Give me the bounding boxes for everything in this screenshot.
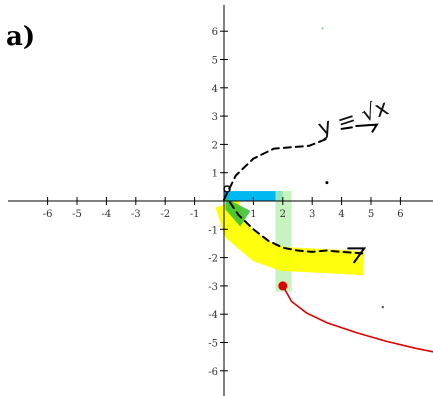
x-tick-label: -4 bbox=[102, 209, 112, 220]
y-tick-label: 1 bbox=[212, 169, 218, 180]
x-tick-label: 2 bbox=[280, 209, 286, 220]
y-tick-label: -4 bbox=[208, 310, 218, 321]
x-tick-label: 5 bbox=[368, 209, 374, 220]
curve-layer bbox=[223, 27, 433, 353]
x-tick-label: -2 bbox=[160, 209, 170, 220]
y-tick-label: -1 bbox=[208, 225, 218, 236]
sketch-dash bbox=[340, 126, 353, 130]
y-tick-label: -3 bbox=[208, 282, 218, 293]
y-tick-label: 2 bbox=[212, 140, 218, 151]
part-label: a) bbox=[6, 22, 36, 52]
x-tick-label: -1 bbox=[190, 209, 200, 220]
stray-dot bbox=[321, 27, 324, 30]
sketch-line bbox=[223, 137, 328, 201]
handwritten-annotation: y = √x bbox=[315, 95, 392, 141]
highlight-rect bbox=[224, 191, 283, 201]
x-tick-label: 3 bbox=[309, 209, 315, 220]
y-tick-label: 6 bbox=[212, 27, 218, 38]
y-tick-label: 4 bbox=[212, 84, 218, 95]
y-tick-label: -6 bbox=[208, 367, 218, 378]
x-tick-label: -5 bbox=[72, 209, 82, 220]
curve-line bbox=[282, 285, 433, 353]
sketch-line bbox=[228, 201, 364, 255]
highlight-layer bbox=[215, 191, 365, 292]
sketch-arrowhead bbox=[347, 247, 367, 264]
x-tick-label: 6 bbox=[397, 209, 403, 220]
highlight-stroke bbox=[215, 200, 365, 276]
stray-dot bbox=[325, 181, 329, 185]
axes bbox=[8, 5, 433, 396]
y-tick-label: -2 bbox=[208, 254, 218, 265]
stray-dot bbox=[381, 305, 384, 309]
sketch-arrowhead bbox=[355, 123, 379, 133]
tick-layer: -6 -5 -4 -3 -2 -1 1 2 3 4 5 6 6 5 4 3 2 1 -1 -2 -3 -4 -5 -6 bbox=[43, 27, 404, 378]
y-tick-label: 3 bbox=[212, 112, 218, 123]
highlight-rect bbox=[275, 191, 292, 292]
endpoint-dot bbox=[278, 281, 288, 291]
y-tick-label: -5 bbox=[208, 339, 218, 350]
start-circle bbox=[223, 185, 231, 193]
x-tick-label: 1 bbox=[250, 209, 256, 220]
annotation-layer: y = √x bbox=[315, 95, 392, 141]
x-tick-label: -6 bbox=[43, 209, 53, 220]
y-tick-label: 5 bbox=[212, 56, 218, 67]
x-tick-label: -3 bbox=[131, 209, 141, 220]
x-tick-label: 4 bbox=[338, 209, 344, 220]
